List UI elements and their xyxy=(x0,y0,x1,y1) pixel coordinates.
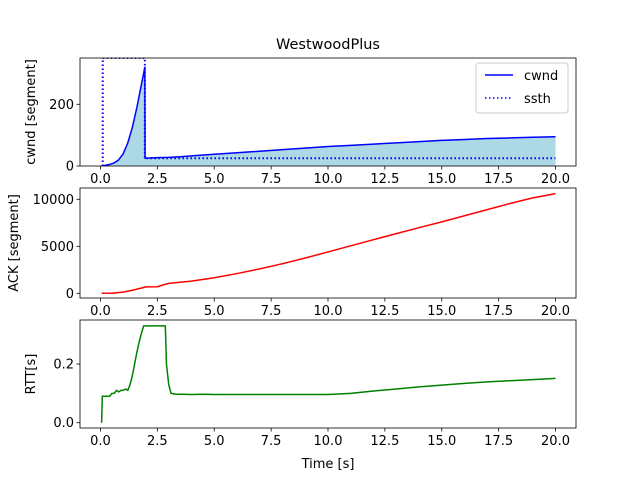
ack-x-tick-label: 2.5 xyxy=(147,304,168,319)
ack-x-tick-label: 5.0 xyxy=(204,304,225,319)
rtt-x-tick-label: 12.5 xyxy=(370,434,399,449)
cwnd-x-tick-label: 5.0 xyxy=(204,172,225,187)
rtt-y-tick-label: 0.0 xyxy=(53,416,74,431)
ack-series-0-line xyxy=(101,192,556,295)
ack-panel: 0.0 2.5 5.0 7.5 10.0 12.5 15.0 17.5 20.0 0 5000 100… xyxy=(7,187,577,319)
rtt-x-axis-label: Time [s] xyxy=(301,457,355,472)
cwnd-y-tick-label: 0 xyxy=(66,160,74,175)
rtt-x-tick-label: 15.0 xyxy=(427,434,456,449)
ack-x-tick-label: 10.0 xyxy=(314,304,343,319)
ack-x-tick-label: 20.0 xyxy=(541,304,570,319)
rtt-x-tick-label: 7.5 xyxy=(261,434,282,449)
cwnd-panel: 0.0 2.5 5.0 7.5 10.0 12.5 15.0 17.5 20.0 0 200 cwnd… xyxy=(24,57,577,187)
rtt-x-tick-label: 20.0 xyxy=(541,434,570,449)
cwnd-plot-area xyxy=(101,58,556,166)
rtt-x-tick-label: 17.5 xyxy=(484,434,513,449)
ack-y-tick-label: 0 xyxy=(66,287,74,302)
ack-plot-area xyxy=(101,192,556,295)
cwnd-series-1-line xyxy=(101,58,556,166)
rtt-y-tick-label: 0.2 xyxy=(53,358,74,373)
ack-x-tick-label: 7.5 xyxy=(261,304,282,319)
rtt-panel: 0.0 2.5 5.0 7.5 10.0 12.5 15.0 17.5 20.0 0.0 0.2 RT… xyxy=(24,319,577,472)
ack-y-tick-label: 5000 xyxy=(41,240,74,255)
cwnd-x-tick-label: 7.5 xyxy=(261,172,282,187)
cwnd-x-tick-label: 15.0 xyxy=(427,172,456,187)
legend-label-cwnd: cwnd xyxy=(524,69,558,84)
rtt-x-tick-label: 2.5 xyxy=(147,434,168,449)
ack-axes-frame xyxy=(79,187,577,299)
cwnd-x-tick-label: 10.0 xyxy=(314,172,343,187)
ack-x-tick-label: 12.5 xyxy=(370,304,399,319)
rtt-axes-frame xyxy=(79,319,577,429)
rtt-x-tick-label: 0.0 xyxy=(90,434,111,449)
rtt-series-0-line xyxy=(100,325,556,423)
cwnd-series-0-line xyxy=(101,66,556,166)
ack-x-tick-label: 15.0 xyxy=(427,304,456,319)
ack-x-tick-label: 0.0 xyxy=(90,304,111,319)
cwnd-x-tick-label: 17.5 xyxy=(484,172,513,187)
rtt-plot-area xyxy=(100,325,556,423)
rtt-x-tick-label: 10.0 xyxy=(314,434,343,449)
ack-x-tick-label: 17.5 xyxy=(484,304,513,319)
rtt-y-axis-label: RTT[s] xyxy=(24,354,39,395)
cwnd-x-tick-label: 12.5 xyxy=(370,172,399,187)
cwnd-x-tick-label: 2.5 xyxy=(147,172,168,187)
cwnd-series-0-area xyxy=(101,67,556,166)
ack-y-axis-label: ACK [segment] xyxy=(7,194,22,292)
cwnd-x-tick-label: 0.0 xyxy=(90,172,111,187)
cwnd-y-tick-label: 200 xyxy=(49,98,74,113)
cwnd-y-axis-label: cwnd [segment] xyxy=(24,59,39,165)
ack-y-tick-label: 10000 xyxy=(33,193,74,208)
legend: cwnd ssth xyxy=(475,62,569,114)
chart-title: WestwoodPlus xyxy=(276,37,380,53)
rtt-x-tick-label: 5.0 xyxy=(204,434,225,449)
cwnd-x-tick-label: 20.0 xyxy=(541,172,570,187)
legend-label-ssth: ssth xyxy=(524,92,551,107)
